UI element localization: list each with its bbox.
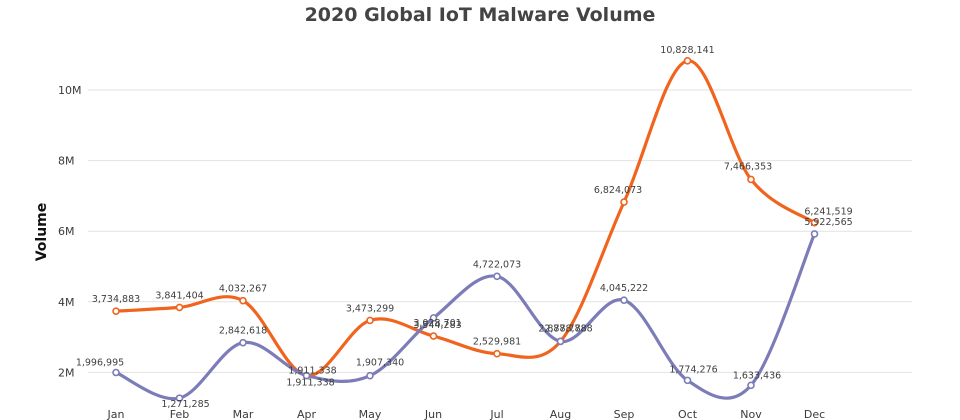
x-tick-label: May <box>359 408 382 420</box>
data-label: 4,722,073 <box>473 259 521 270</box>
data-label: 6,241,519 <box>804 207 852 218</box>
data-point <box>747 381 755 390</box>
data-label: 1,907,340 <box>356 358 404 369</box>
data-point <box>810 230 819 238</box>
data-point <box>112 368 120 377</box>
x-tick-label: Nov <box>740 408 762 420</box>
x-tick-label: Jan <box>107 408 125 420</box>
data-point <box>747 175 755 184</box>
data-label: 3,544,283 <box>413 320 461 331</box>
data-point <box>366 316 374 325</box>
data-label: 1,271,285 <box>161 399 209 410</box>
data-label: 2,842,618 <box>219 326 267 337</box>
data-label: 2,878,788 <box>544 323 592 334</box>
data-label: 1,911,338 <box>288 366 336 377</box>
data-label: 1,774,276 <box>669 364 717 375</box>
data-point <box>429 332 438 340</box>
chart-title: 2020 Global IoT Malware Volume <box>304 4 656 26</box>
data-point <box>175 303 184 312</box>
data-point <box>493 349 501 358</box>
series-layer <box>112 56 819 402</box>
x-tick-label: Feb <box>170 408 189 420</box>
data-point <box>366 371 374 380</box>
data-point <box>239 296 247 305</box>
data-label: 4,045,222 <box>600 283 648 294</box>
data-point <box>620 296 628 305</box>
data-point <box>620 198 628 206</box>
grid-layer <box>88 89 912 373</box>
x-tick-label: Sep <box>614 408 635 420</box>
x-tick-label: Aug <box>550 408 571 420</box>
y-axis-ticks: 2M 4M 6M 8M 10M <box>58 84 82 379</box>
data-point <box>493 272 501 281</box>
data-point <box>810 218 819 227</box>
data-labels: 3,734,883 3,841,404 4,032,267 1,911,338 3,47… <box>76 45 853 410</box>
data-point <box>429 314 438 322</box>
data-label: 1,911,338 <box>286 378 334 389</box>
y-tick-label: 4M <box>58 296 75 309</box>
y-tick-label: 2M <box>58 366 75 379</box>
x-axis-ticks: Jan Feb Mar Apr May Jun Jul Aug Sep Oct Nov Dec <box>107 408 826 420</box>
data-label: 5,922,565 <box>804 217 852 228</box>
data-label: 1,996,995 <box>76 358 124 369</box>
x-tick-label: Oct <box>678 408 698 420</box>
data-label: 3,473,299 <box>346 303 394 314</box>
y-tick-label: 6M <box>58 225 75 238</box>
x-tick-label: Mar <box>233 408 254 420</box>
data-point <box>239 338 247 347</box>
y-tick-label: 8M <box>58 155 75 168</box>
y-tick-label: 10M <box>58 84 82 97</box>
data-label: 7,466,353 <box>724 161 772 172</box>
data-label: 3,734,883 <box>92 294 140 305</box>
x-tick-label: Jul <box>489 408 503 420</box>
data-point <box>683 56 692 65</box>
data-point <box>683 376 692 385</box>
data-label: 2,878,788 <box>538 323 586 334</box>
data-label: 3,841,404 <box>155 290 203 301</box>
y-axis-title: Volume <box>34 203 50 262</box>
x-tick-label: Jun <box>424 408 442 420</box>
x-tick-label: Apr <box>297 408 317 420</box>
data-label: 3,028,701 <box>413 318 461 329</box>
data-label: 2,529,981 <box>473 337 521 348</box>
data-point <box>302 371 311 380</box>
data-label: 6,824,073 <box>594 185 642 196</box>
data-label: 10,828,141 <box>660 45 714 56</box>
x-tick-label: Dec <box>804 408 825 420</box>
data-point <box>175 394 184 402</box>
data-point <box>556 337 565 346</box>
data-label: 4,032,267 <box>219 284 267 295</box>
data-label: 1,633,436 <box>733 370 781 381</box>
data-point <box>112 307 120 315</box>
